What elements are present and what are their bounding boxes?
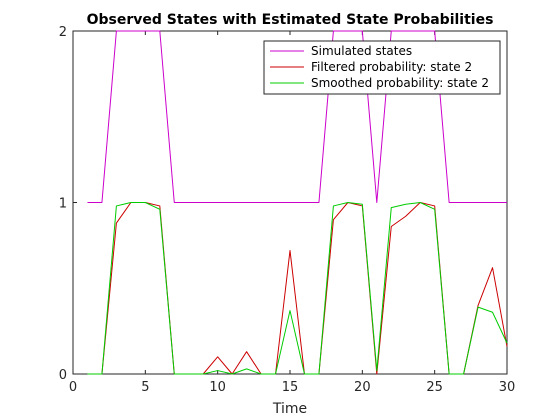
legend: Simulated states Filtered probability: st… — [263, 40, 501, 95]
legend-entry-2: Filtered probability: state 2 — [311, 60, 472, 74]
legend-entry-1: Simulated states — [311, 44, 412, 58]
x-tick-label: 10 — [209, 380, 226, 395]
legend-entry-3: Smoothed probability: state 2 — [311, 76, 489, 90]
x-axis-label: Time — [272, 401, 307, 417]
y-tick-label: 1 — [59, 197, 67, 212]
x-tick-label: 5 — [141, 380, 149, 395]
axis-ticks: 0 5 10 15 20 25 30 0 1 2 — [59, 25, 516, 395]
series-line-3 — [87, 202, 508, 375]
y-tick-label: 0 — [59, 368, 67, 383]
x-tick-label: 0 — [69, 380, 77, 395]
x-tick-label: 15 — [282, 380, 299, 395]
chart-title: Observed States with Estimated State Pro… — [87, 12, 494, 28]
x-tick-label: 30 — [499, 380, 516, 395]
x-tick-label: 20 — [354, 380, 371, 395]
y-tick-label: 2 — [59, 25, 67, 40]
x-tick-label: 25 — [426, 380, 443, 395]
